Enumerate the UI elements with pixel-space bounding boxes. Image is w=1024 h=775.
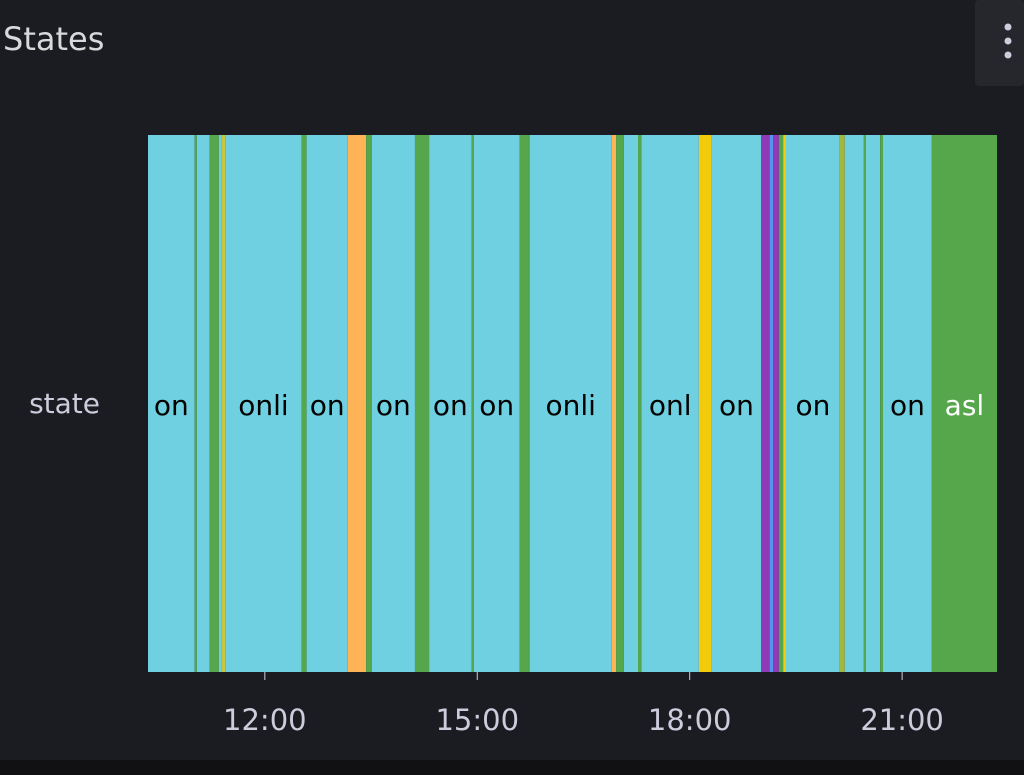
state-segment (218, 135, 222, 672)
state-segment (414, 135, 430, 672)
state-label: on (719, 389, 754, 422)
state-segment (471, 135, 474, 672)
state-segment (347, 135, 367, 672)
state-segment (209, 135, 219, 672)
state-segment (148, 135, 195, 672)
state-segment (761, 135, 770, 672)
state-segment (194, 135, 197, 672)
state-segment (616, 135, 624, 672)
state-label: on (376, 389, 411, 422)
state-segment (931, 135, 997, 672)
state-segment (611, 135, 617, 672)
state-segment (785, 135, 840, 672)
state-label: asl (945, 389, 985, 422)
state-segment (711, 135, 762, 672)
state-label: onli (546, 389, 596, 422)
chart-title: States (3, 20, 104, 58)
state-label: on (795, 389, 830, 422)
panel-footer (0, 760, 1024, 775)
state-segment (882, 135, 932, 672)
state-segment (839, 135, 845, 672)
state-segment (473, 135, 520, 672)
state-segment (773, 135, 779, 672)
state-label: onl (649, 389, 692, 422)
x-tick-label: 21:00 (860, 703, 944, 737)
state-label: on (890, 389, 925, 422)
state-segment (844, 135, 864, 672)
state-label: onli (238, 389, 288, 422)
state-segment (519, 135, 530, 672)
x-tick-label: 15:00 (435, 703, 519, 737)
state-segment (366, 135, 372, 672)
state-segment (637, 135, 642, 672)
state-label: on (154, 389, 189, 422)
state-label: on (310, 389, 345, 422)
state-segment (225, 135, 302, 672)
state-segment (301, 135, 307, 672)
row-label: state (29, 387, 100, 420)
state-segment (783, 135, 786, 672)
state-segment (778, 135, 784, 672)
state-segment (529, 135, 612, 672)
menu-dot (1004, 37, 1012, 45)
menu-dot (1004, 23, 1012, 31)
x-tick-label: 12:00 (223, 703, 307, 737)
state-segment (196, 135, 210, 672)
state-label: on (479, 389, 514, 422)
state-segment (698, 135, 712, 672)
state-label: on (433, 389, 468, 422)
x-tick-label: 18:00 (648, 703, 732, 737)
state-segment (866, 135, 881, 672)
state-segment (429, 135, 472, 672)
menu-dot (1004, 51, 1012, 59)
state-segment (769, 135, 774, 672)
state-segment (623, 135, 638, 672)
menu-button[interactable] (975, 0, 1024, 86)
state-segment (880, 135, 883, 672)
state-segment (371, 135, 415, 672)
state-segment (221, 135, 226, 672)
state-segment (306, 135, 348, 672)
state-segment (863, 135, 867, 672)
state-segment (641, 135, 699, 672)
